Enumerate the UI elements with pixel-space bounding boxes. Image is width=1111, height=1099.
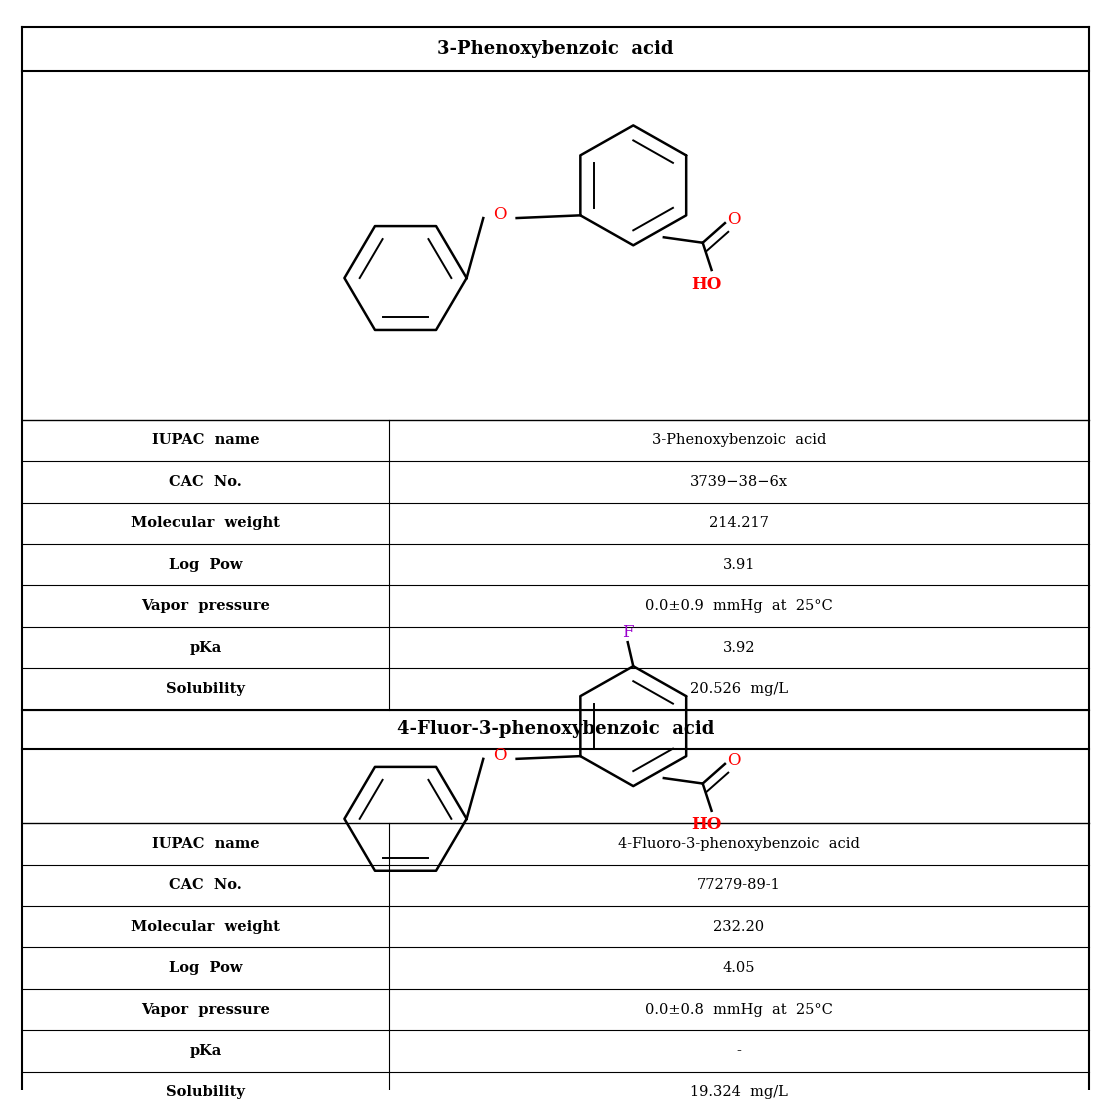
Text: 3-Phenoxybenzoic  acid: 3-Phenoxybenzoic acid [652, 433, 825, 447]
Text: 77279-89-1: 77279-89-1 [697, 878, 781, 892]
Text: 4.05: 4.05 [722, 962, 755, 975]
Text: Log  Pow: Log Pow [169, 558, 242, 571]
Text: O: O [493, 207, 507, 223]
Text: F: F [622, 624, 633, 641]
Text: CAC  No.: CAC No. [169, 475, 242, 489]
Text: Solubility: Solubility [167, 682, 244, 696]
Text: pKa: pKa [189, 641, 222, 655]
Text: IUPAC  name: IUPAC name [152, 433, 259, 447]
Text: 19.324  mg/L: 19.324 mg/L [690, 1086, 788, 1099]
Text: 3-Phenoxybenzoic  acid: 3-Phenoxybenzoic acid [438, 40, 673, 58]
Text: O: O [493, 747, 507, 764]
Text: 3.91: 3.91 [722, 558, 755, 571]
Text: HO: HO [691, 276, 721, 292]
Text: 0.0±0.8  mmHg  at  25°C: 0.0±0.8 mmHg at 25°C [644, 1002, 833, 1017]
Text: 214.217: 214.217 [709, 517, 769, 531]
Text: -: - [737, 1044, 741, 1058]
Text: Molecular  weight: Molecular weight [131, 517, 280, 531]
Text: Molecular  weight: Molecular weight [131, 920, 280, 934]
Text: CAC  No.: CAC No. [169, 878, 242, 892]
Text: Vapor  pressure: Vapor pressure [141, 1002, 270, 1017]
Text: Vapor  pressure: Vapor pressure [141, 599, 270, 613]
Text: 3.92: 3.92 [722, 641, 755, 655]
Text: IUPAC  name: IUPAC name [152, 837, 259, 851]
Text: Solubility: Solubility [167, 1086, 244, 1099]
Text: O: O [727, 752, 741, 769]
Text: 3739−38−6x: 3739−38−6x [690, 475, 788, 489]
Text: 4-Fluoro-3-phenoxybenzoic  acid: 4-Fluoro-3-phenoxybenzoic acid [618, 837, 860, 851]
Text: Log  Pow: Log Pow [169, 962, 242, 975]
Text: 4-Fluor-3-phenoxybenzoic  acid: 4-Fluor-3-phenoxybenzoic acid [397, 721, 714, 739]
Text: HO: HO [691, 817, 721, 833]
Text: pKa: pKa [189, 1044, 222, 1058]
Text: 20.526  mg/L: 20.526 mg/L [690, 682, 788, 696]
Text: O: O [727, 211, 741, 229]
Text: 0.0±0.9  mmHg  at  25°C: 0.0±0.9 mmHg at 25°C [645, 599, 832, 613]
Text: 232.20: 232.20 [713, 920, 764, 934]
